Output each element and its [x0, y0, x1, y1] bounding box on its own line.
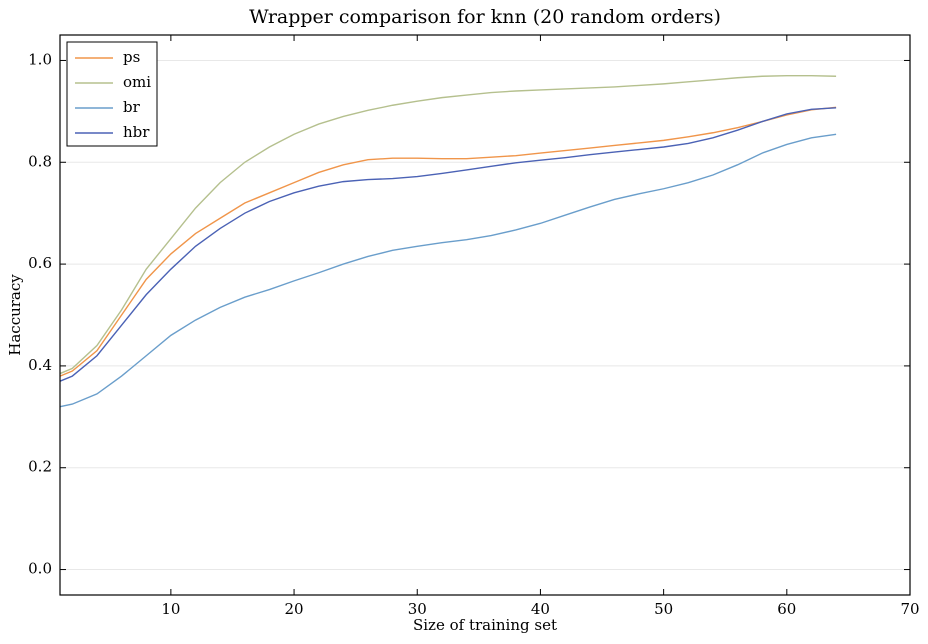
legend-label: hbr: [123, 123, 150, 141]
y-tick-label: 0.4: [28, 356, 52, 374]
legend-box: [66, 41, 158, 147]
x-tick-label: 70: [900, 600, 919, 618]
legend-label: br: [123, 98, 141, 116]
chart-title: Wrapper comparison for knn (20 random or…: [249, 6, 721, 28]
x-tick-label: 10: [161, 600, 180, 618]
y-axis-label: Haccuracy: [6, 274, 24, 356]
x-tick-label: 40: [531, 600, 550, 618]
y-tick-label: 0.2: [28, 458, 52, 476]
x-tick-label: 60: [777, 600, 796, 618]
x-tick-label: 20: [285, 600, 304, 618]
y-tick-label: 0.6: [28, 254, 52, 272]
x-tick-label: 50: [654, 600, 673, 618]
line-series: [59, 133, 837, 408]
line-series: [59, 107, 837, 382]
line-series: [59, 75, 837, 375]
legend-label: omi: [123, 73, 151, 91]
line-series: [59, 106, 837, 377]
y-tick-label: 0.0: [28, 560, 52, 578]
y-tick-label: 0.8: [28, 152, 52, 170]
plot-frame: [59, 34, 911, 596]
x-axis-label: Size of training set: [413, 616, 557, 634]
legend-label: ps: [123, 48, 140, 66]
x-tick-label: 30: [408, 600, 427, 618]
y-tick-label: 1.0: [28, 50, 52, 68]
